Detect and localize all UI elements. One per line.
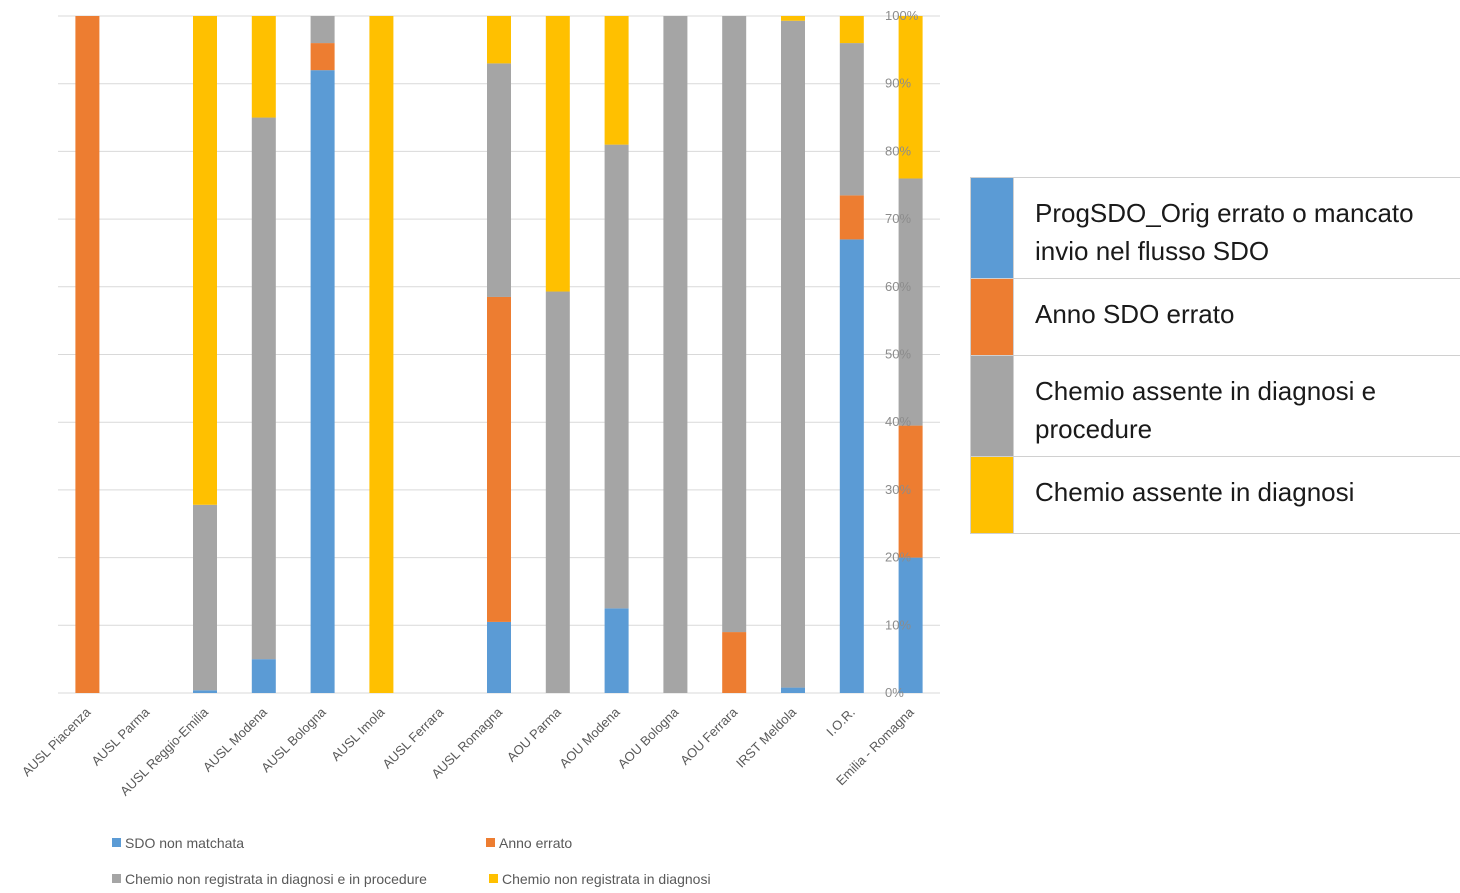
bar-segment-2 (604, 144, 629, 609)
side-legend-label: Chemio assente in diagnosi (1035, 477, 1355, 507)
bar-segment-2 (839, 43, 864, 196)
legend-label: Chemio non registrata in diagnosi e in p… (125, 871, 427, 887)
y-tick-label: 20% (885, 550, 911, 565)
x-category-label: AOU Bologna (615, 704, 682, 771)
bar-segment-1 (722, 632, 747, 693)
y-tick-label: 90% (885, 76, 911, 91)
bar-segment-2 (722, 16, 747, 633)
y-tick-label: 80% (885, 143, 911, 158)
bar-segment-2 (898, 178, 923, 426)
bar-segment-2 (193, 504, 217, 691)
side-legend-swatch (971, 356, 1014, 456)
bars (75, 16, 923, 693)
bar-segment-0 (898, 557, 923, 693)
bar-segment-0 (310, 70, 335, 693)
bar-segment-1 (839, 195, 864, 240)
bar-segment-1 (75, 16, 100, 693)
y-tick-label: 50% (885, 347, 911, 362)
x-category-label: AUSL Parma (88, 704, 152, 768)
bar-segment-2 (310, 16, 335, 44)
x-category-label: AUSL Piacenza (19, 704, 94, 779)
bar-segment-0 (487, 621, 511, 693)
y-tick-label: 40% (885, 414, 911, 429)
y-tick-label: 10% (885, 617, 911, 632)
side-legend-swatch (971, 178, 1014, 278)
bottom-legend: SDO non matchata Anno errato Chemio non re… (112, 835, 711, 887)
bar-segment-3 (193, 16, 217, 505)
bar-segment-2 (487, 63, 511, 297)
bar-segment-2 (663, 16, 688, 693)
side-legend-item-chemio-procedure: Chemio assente in diagnosi e procedure (971, 356, 1460, 457)
x-category-label: AOU Modena (556, 704, 623, 771)
side-legend: ProgSDO_Orig errato o mancato invio nel … (970, 177, 1460, 534)
bar-segment-1 (310, 43, 335, 71)
legend-label: SDO non matchata (125, 835, 244, 851)
x-category-label: IRST Meldola (733, 704, 800, 771)
side-legend-label: Chemio assente in diagnosi e procedure (1035, 376, 1377, 444)
bar-segment-1 (487, 296, 511, 622)
legend-swatch (112, 838, 121, 847)
bar-segment-0 (604, 608, 629, 693)
x-category-label: AUSL Imola (328, 704, 388, 764)
side-legend-label: ProgSDO_Orig errato o mancato invio nel … (1035, 198, 1414, 266)
side-legend-item-sdo: ProgSDO_Orig errato o mancato invio nel … (971, 178, 1460, 279)
bar-segment-3 (487, 16, 511, 64)
bar-segment-0 (839, 239, 864, 693)
bar-segment-3 (369, 16, 394, 693)
bar-segment-0 (193, 690, 217, 693)
bar-segment-3 (781, 16, 805, 21)
x-category-label: I.O.R. (823, 705, 858, 740)
legend-label: Chemio non registrata in diagnosi (502, 871, 711, 887)
legend-label: Anno errato (499, 835, 572, 851)
bar-segment-0 (781, 687, 805, 693)
bar-segment-3 (251, 16, 276, 118)
bar-segment-3 (545, 16, 570, 292)
bar-segment-3 (839, 16, 864, 44)
bar-segment-3 (604, 16, 629, 145)
legend-swatch (486, 838, 495, 847)
side-legend-item-anno: Anno SDO errato (971, 279, 1460, 356)
y-axis-tick-labels: 0% 10% 20% 30% 40% 50% 60% 70% 80% 90% 100% (885, 8, 919, 700)
side-legend-swatch (971, 457, 1014, 533)
x-category-label: AOU Parma (504, 704, 565, 765)
y-tick-label: 0% (885, 685, 904, 700)
bar-segment-2 (251, 117, 276, 660)
side-legend-item-chemio-diagnosi: Chemio assente in diagnosi (971, 457, 1460, 534)
x-category-label: AOU Ferrara (677, 704, 741, 768)
bar-segment-2 (545, 291, 570, 693)
side-legend-label: Anno SDO errato (1035, 299, 1235, 329)
legend-swatch (489, 874, 498, 883)
y-tick-label: 70% (885, 211, 911, 226)
legend-swatch (112, 874, 121, 883)
y-tick-label: 60% (885, 279, 911, 294)
bar-segment-0 (251, 659, 276, 693)
y-tick-label: 100% (885, 8, 919, 23)
side-legend-swatch (971, 279, 1014, 355)
bar-segment-3 (898, 16, 923, 179)
y-tick-label: 30% (885, 482, 911, 497)
bar-segment-1 (898, 425, 923, 558)
bar-segment-2 (781, 20, 805, 688)
